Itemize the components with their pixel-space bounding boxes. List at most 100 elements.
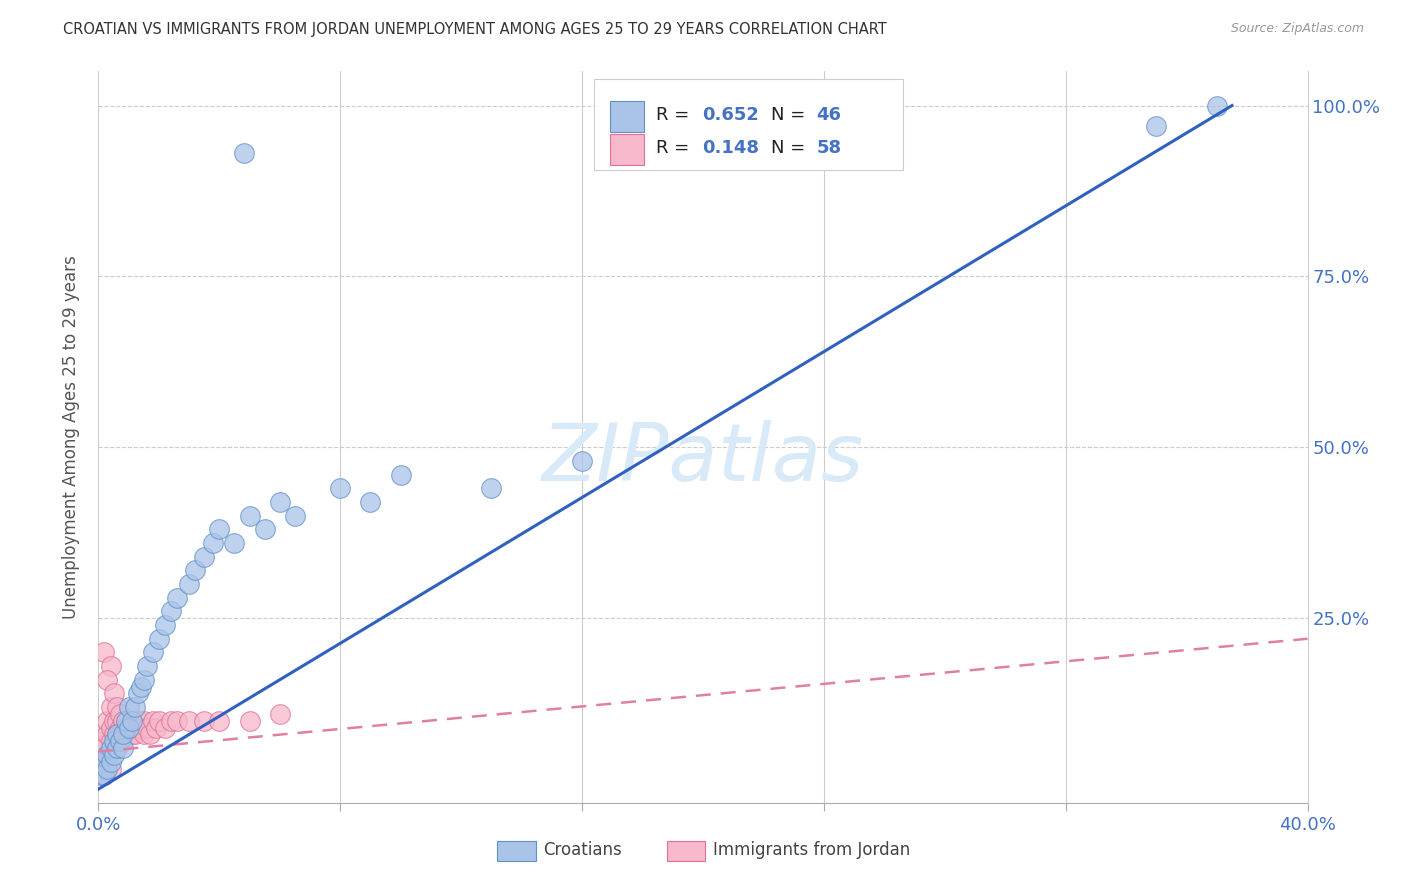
Point bbox=[103, 727, 125, 741]
Point bbox=[96, 747, 118, 762]
Point bbox=[100, 721, 122, 735]
Point bbox=[129, 680, 152, 694]
Point bbox=[100, 741, 122, 756]
Point bbox=[111, 734, 134, 748]
Point bbox=[96, 673, 118, 687]
Point bbox=[148, 632, 170, 646]
Text: Croatians: Croatians bbox=[543, 841, 621, 859]
Point bbox=[193, 714, 215, 728]
Point bbox=[93, 755, 115, 769]
Point bbox=[100, 659, 122, 673]
Point bbox=[93, 734, 115, 748]
Text: N =: N = bbox=[770, 106, 811, 124]
Point bbox=[111, 741, 134, 756]
Point bbox=[111, 727, 134, 741]
Point bbox=[160, 604, 183, 618]
Text: 58: 58 bbox=[817, 139, 842, 157]
Point bbox=[108, 727, 131, 741]
Text: 0.148: 0.148 bbox=[702, 139, 759, 157]
Bar bbox=[498, 841, 536, 862]
Point bbox=[105, 734, 128, 748]
Point bbox=[105, 727, 128, 741]
Point bbox=[142, 645, 165, 659]
Point bbox=[179, 714, 201, 728]
Point bbox=[145, 721, 167, 735]
Point bbox=[90, 747, 112, 762]
Point bbox=[90, 762, 112, 776]
Point bbox=[208, 522, 231, 536]
Point bbox=[108, 734, 131, 748]
Bar bbox=[666, 841, 706, 862]
Point bbox=[103, 734, 125, 748]
Point bbox=[139, 727, 162, 741]
Point bbox=[224, 536, 246, 550]
Point bbox=[96, 747, 118, 762]
Point bbox=[132, 673, 155, 687]
Text: R =: R = bbox=[655, 139, 695, 157]
Point bbox=[121, 714, 143, 728]
Point bbox=[96, 762, 118, 776]
Point bbox=[100, 700, 122, 714]
FancyBboxPatch shape bbox=[595, 78, 903, 170]
Point bbox=[239, 714, 262, 728]
Point bbox=[118, 714, 141, 728]
Point bbox=[389, 467, 412, 482]
Point bbox=[166, 591, 188, 605]
Point bbox=[232, 146, 254, 161]
Point bbox=[284, 508, 307, 523]
Point bbox=[96, 714, 118, 728]
Point bbox=[100, 762, 122, 776]
Point bbox=[96, 727, 118, 741]
Point bbox=[121, 714, 143, 728]
Point bbox=[93, 645, 115, 659]
Point bbox=[111, 727, 134, 741]
Point bbox=[208, 714, 231, 728]
Point bbox=[103, 747, 125, 762]
Point bbox=[114, 727, 136, 741]
Point bbox=[118, 721, 141, 735]
Point bbox=[124, 721, 146, 735]
Point bbox=[132, 727, 155, 741]
Bar bbox=[610, 135, 644, 165]
Text: Immigrants from Jordan: Immigrants from Jordan bbox=[713, 841, 910, 859]
Point bbox=[100, 755, 122, 769]
Point bbox=[153, 721, 176, 735]
Point bbox=[103, 686, 125, 700]
Point bbox=[269, 495, 291, 509]
Text: 46: 46 bbox=[817, 106, 842, 124]
Point bbox=[114, 721, 136, 735]
Text: N =: N = bbox=[770, 139, 811, 157]
Text: R =: R = bbox=[655, 106, 695, 124]
Point bbox=[111, 714, 134, 728]
Text: CROATIAN VS IMMIGRANTS FROM JORDAN UNEMPLOYMENT AMONG AGES 25 TO 29 YEARS CORREL: CROATIAN VS IMMIGRANTS FROM JORDAN UNEMP… bbox=[63, 22, 887, 37]
Point bbox=[93, 768, 115, 782]
Point bbox=[202, 536, 225, 550]
Point bbox=[96, 755, 118, 769]
Point bbox=[253, 522, 276, 536]
Point bbox=[90, 768, 112, 782]
Point bbox=[269, 706, 291, 721]
Point bbox=[184, 563, 207, 577]
Point bbox=[142, 714, 165, 728]
Point bbox=[114, 714, 136, 728]
Point bbox=[118, 721, 141, 735]
Y-axis label: Unemployment Among Ages 25 to 29 years: Unemployment Among Ages 25 to 29 years bbox=[62, 255, 80, 619]
Point bbox=[105, 700, 128, 714]
Point bbox=[108, 721, 131, 735]
Point bbox=[160, 714, 183, 728]
Point bbox=[148, 714, 170, 728]
Point bbox=[111, 714, 134, 728]
Point bbox=[105, 714, 128, 728]
Point bbox=[153, 618, 176, 632]
Point bbox=[193, 549, 215, 564]
Point bbox=[127, 714, 149, 728]
Point bbox=[129, 721, 152, 735]
Point bbox=[108, 706, 131, 721]
Point bbox=[93, 768, 115, 782]
Point bbox=[127, 686, 149, 700]
Text: 0.652: 0.652 bbox=[702, 106, 759, 124]
Point bbox=[135, 659, 157, 673]
Point bbox=[571, 454, 593, 468]
Point bbox=[360, 495, 382, 509]
Point bbox=[93, 755, 115, 769]
